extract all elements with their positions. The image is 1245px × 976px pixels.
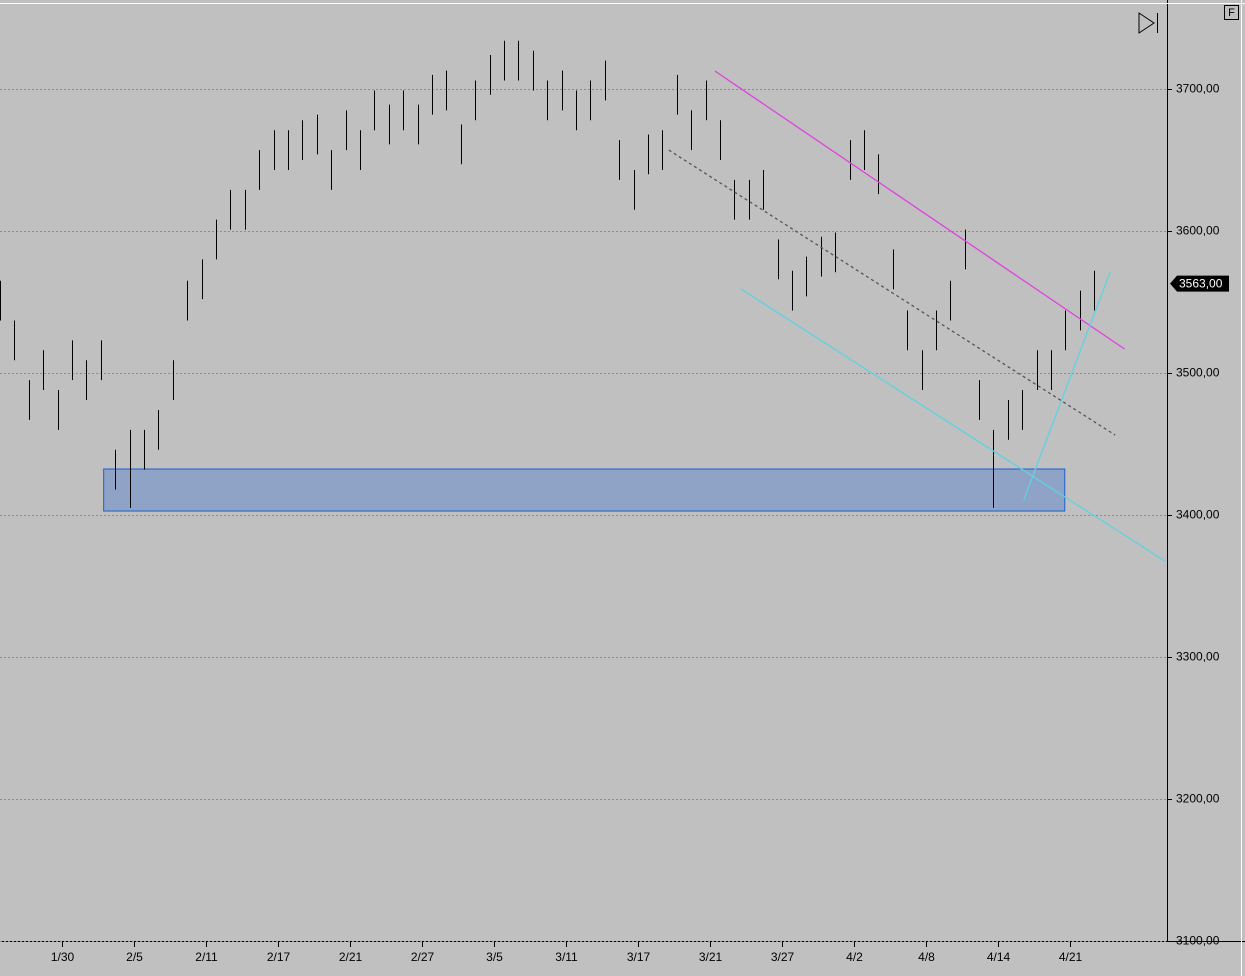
last-price-label: 3563,00 (1179, 277, 1223, 291)
play-icon (1138, 12, 1155, 34)
plot-area (0, 40, 1167, 942)
trend-line (668, 149, 1116, 436)
button-label: F (1228, 7, 1235, 19)
x-tick-label: 4/21 (1059, 950, 1083, 964)
y-tick-label: 3200,00 (1176, 792, 1220, 806)
x-tick-label: 2/11 (195, 950, 218, 964)
y-tick-label: 3400,00 (1176, 508, 1220, 522)
x-tick-label: 2/17 (267, 950, 291, 964)
jump-to-end-button[interactable] (1138, 12, 1158, 34)
x-tick-label: 3/17 (627, 950, 651, 964)
support-zone (103, 468, 1066, 512)
trend-line (714, 70, 1125, 350)
x-tick-label: 2/27 (411, 950, 435, 964)
x-tick-label: 2/21 (339, 950, 363, 964)
y-tick-label: 3100,00 (1176, 934, 1220, 948)
button-box (1224, 5, 1239, 20)
f-button[interactable]: F (1224, 5, 1239, 20)
x-tick-label: 3/27 (771, 950, 795, 964)
x-tick-label: 3/21 (699, 950, 723, 964)
y-tick-label: 3300,00 (1176, 650, 1220, 664)
x-tick-label: 1/30 (51, 950, 75, 964)
trend-line (740, 288, 1166, 562)
y-tick-label: 3700,00 (1176, 82, 1220, 96)
x-tick-label: 3/11 (555, 950, 578, 964)
y-tick-label: 3500,00 (1176, 366, 1220, 380)
x-tick-label: 4/8 (918, 950, 935, 964)
y-tick-label: 3600,00 (1176, 224, 1220, 238)
x-tick-label: 4/2 (846, 950, 863, 964)
x-tick-label: 4/14 (987, 950, 1011, 964)
x-tick-label: 3/5 (486, 950, 503, 964)
last-price-marker (1170, 275, 1229, 292)
trend-line (1023, 271, 1111, 501)
x-tick-label: 2/5 (126, 950, 143, 964)
